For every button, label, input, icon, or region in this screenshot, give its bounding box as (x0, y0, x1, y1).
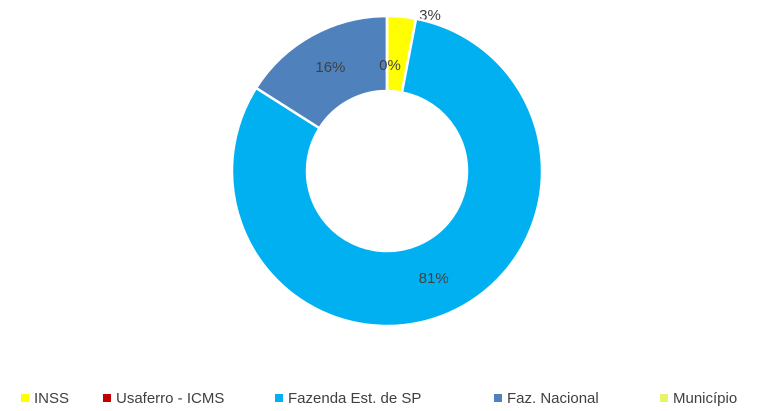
slice (230, 17, 544, 328)
legend-swatch (494, 394, 502, 402)
legend-swatch (21, 394, 29, 402)
legend-swatch (103, 394, 111, 402)
legend-label: INSS (34, 390, 69, 407)
slice (254, 14, 389, 130)
legend-swatch (275, 394, 283, 402)
legend-label: Fazenda Est. de SP (288, 390, 421, 407)
legend-label: Município (673, 390, 737, 407)
data-label: 16% (315, 59, 345, 76)
legend-label: Faz. Nacional (507, 390, 599, 407)
legend-swatch (660, 394, 668, 402)
data-label: 0% (379, 57, 401, 74)
data-label: 81% (419, 270, 449, 287)
legend-label: Usaferro - ICMS (116, 390, 224, 407)
